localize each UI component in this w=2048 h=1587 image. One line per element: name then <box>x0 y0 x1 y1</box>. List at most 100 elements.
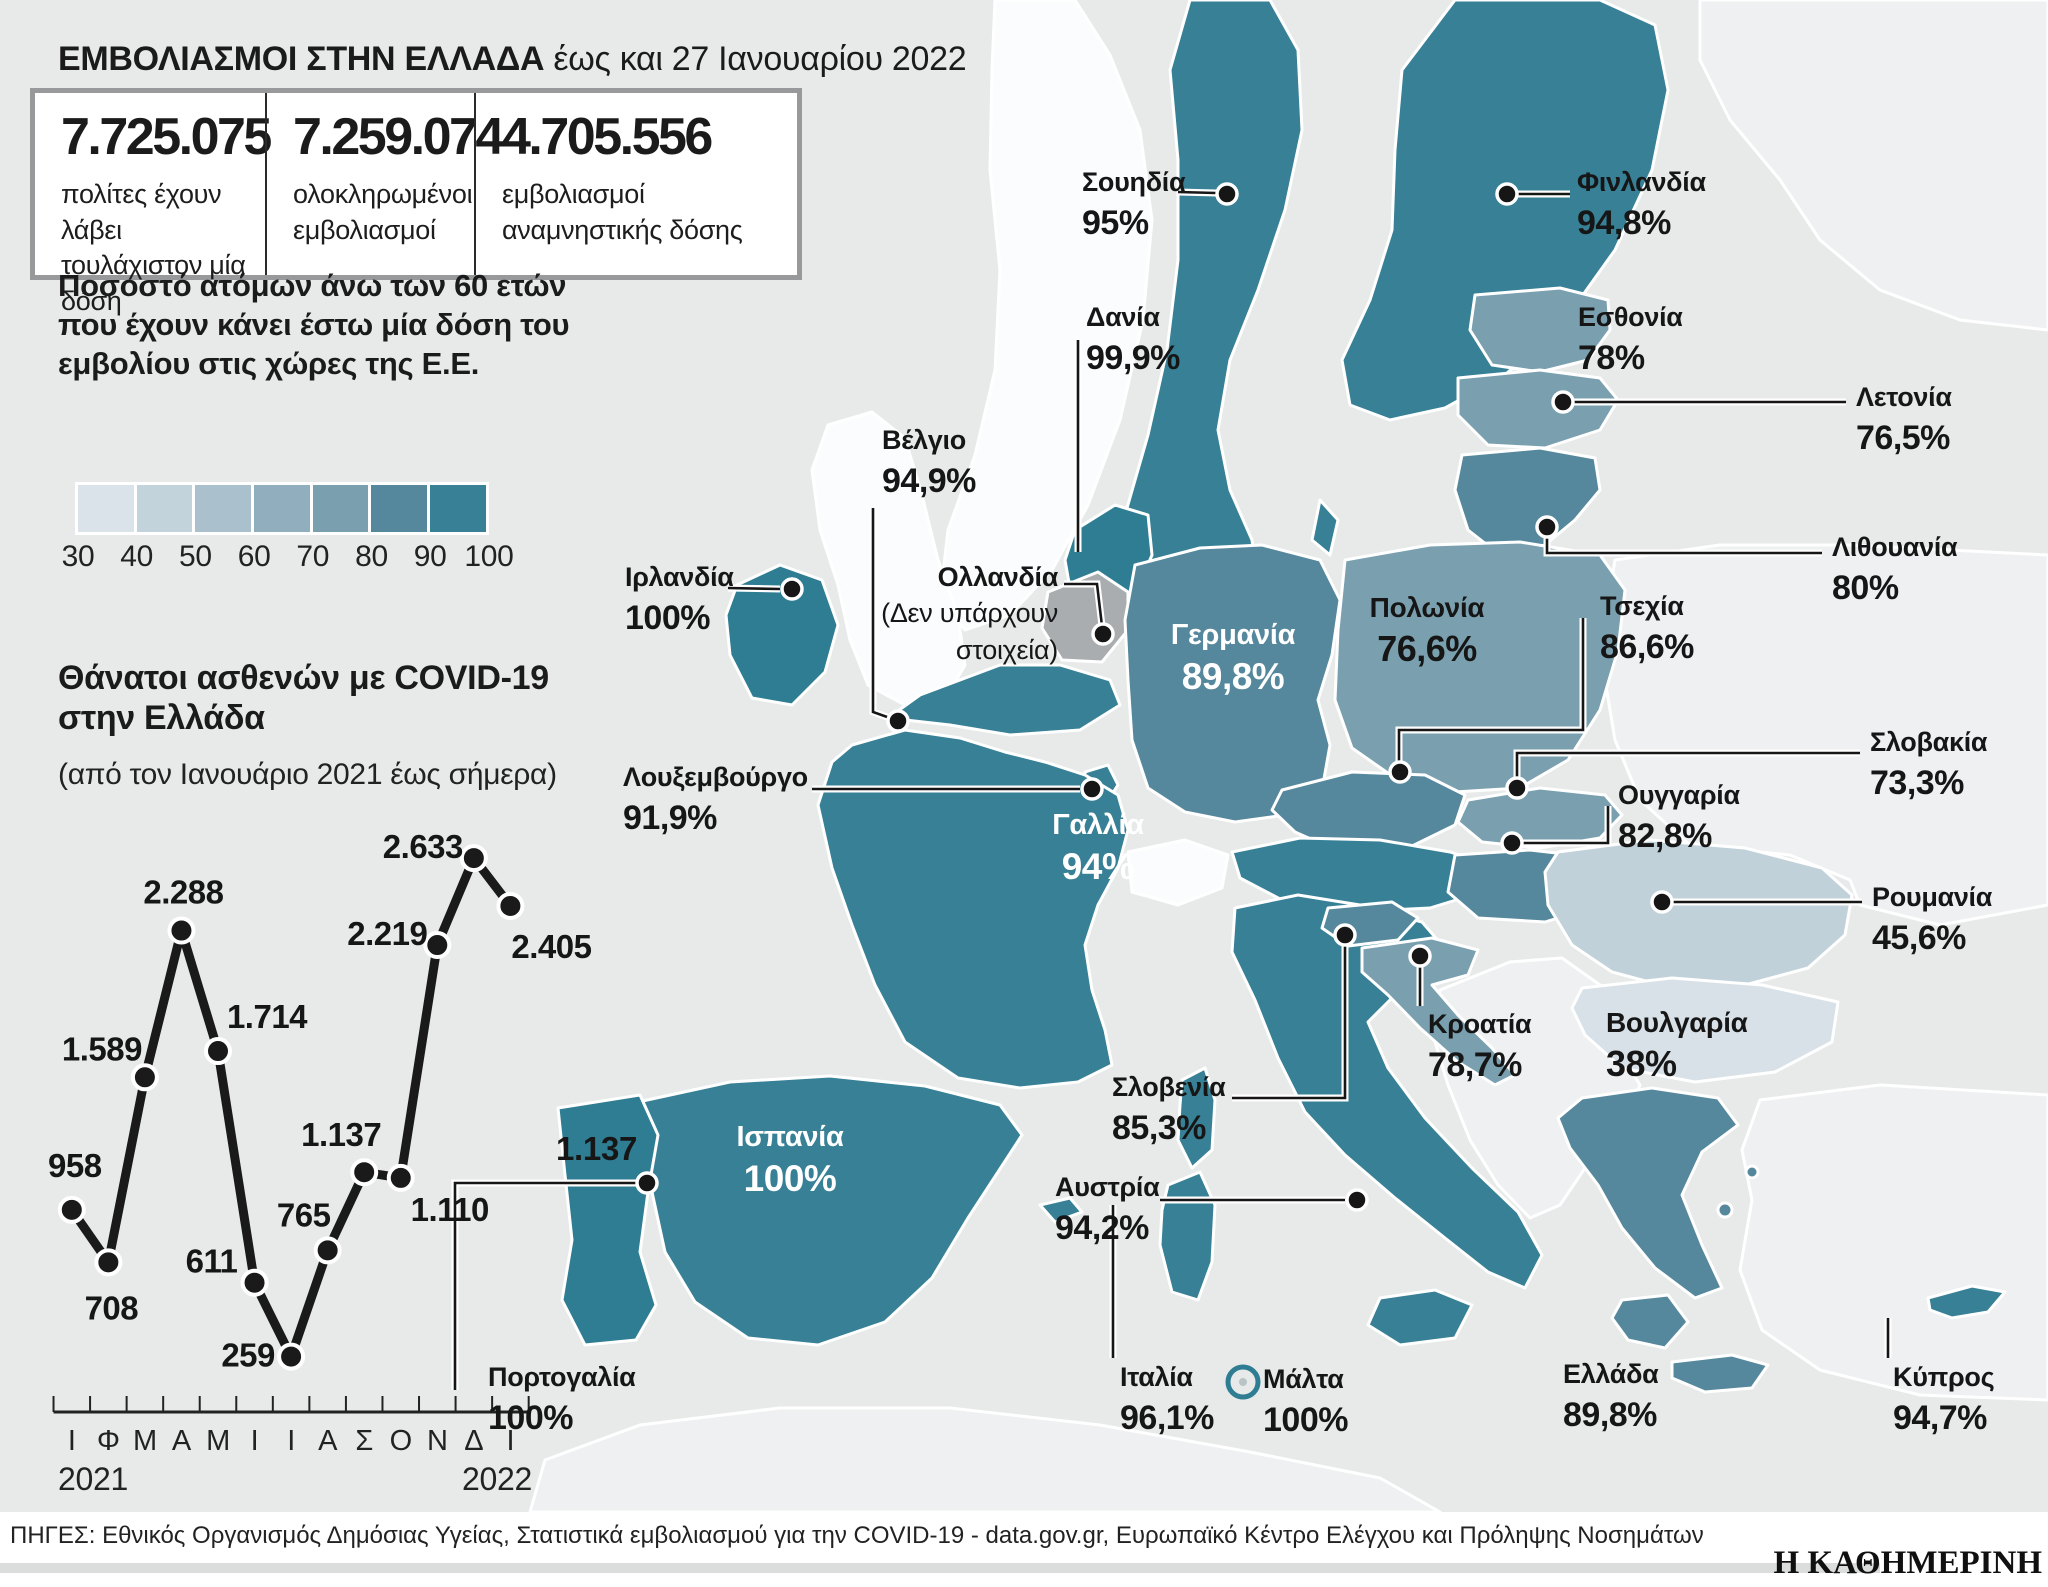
leader-dot-romania <box>1650 890 1674 914</box>
country-value: 99,9% <box>1086 339 1180 378</box>
leader-line-hungary <box>1522 806 1610 845</box>
country-name: Λετονία <box>1856 382 1952 412</box>
country-note: (Δεν υπάρχουν <box>881 598 1058 629</box>
stat-booster: 4.705.556 εμβολιασμοί αναμνηστικής δόσης <box>474 93 786 275</box>
country-label-czechia: Τσεχία 86,6% <box>1600 592 1694 666</box>
country-label-austria: Αυστρία 94,2% <box>1055 1173 1160 1248</box>
title-bold: ΕΜΒΟΛΙΑΣΜΟΙ ΣΤΗΝ ΕΛΛΑΔΑ <box>58 40 545 78</box>
island-corsica <box>1176 1066 1217 1170</box>
data-point-Ι-5 <box>240 1268 269 1297</box>
country-name: Γαλλία <box>1052 809 1144 841</box>
leader-casing-netherlands <box>1064 580 1106 627</box>
leader-dot-austria <box>1345 1188 1369 1212</box>
leader-line-netherlands <box>1064 582 1104 627</box>
country-value: 78,7% <box>1428 1046 1522 1085</box>
country-label-cyprus: Κύπρος 94,7% <box>1893 1362 1995 1438</box>
country-value: 100% <box>1263 1401 1348 1440</box>
stat-label: ολοκληρωμένοι εμβολιασμοί <box>293 179 473 245</box>
stat-label: εμβολιασμοί αναμνηστικής δόσης <box>502 179 743 245</box>
country-spain <box>626 1074 1024 1347</box>
page-title: ΕΜΒΟΛΙΑΣΜΟΙ ΣΤΗΝ ΕΛΛΑΔΑ έως και 27 Ιανου… <box>58 40 967 79</box>
country-lithuania <box>1453 446 1602 557</box>
country-label-bulgaria: Βουλγαρία 38% <box>1606 1008 1748 1083</box>
leader-line-czechia <box>1397 618 1585 762</box>
country-name: Γερμανία <box>1170 619 1296 651</box>
value-label-9: 1.110 <box>411 1191 489 1228</box>
leader-dot-luxembourg <box>1080 777 1104 801</box>
chart-title-line1: Θάνατοι ασθενών με COVID-19 <box>58 659 549 697</box>
country-label-ireland: Ιρλανδία 100% <box>625 563 734 637</box>
legend-tick-90: 90 <box>413 540 447 573</box>
island-balearics <box>1038 1196 1084 1224</box>
data-point-Φ-1 <box>94 1248 123 1277</box>
legend-tick-60: 60 <box>237 540 271 573</box>
country-romania <box>1543 838 1854 990</box>
leader-lines <box>451 182 1892 1390</box>
country-name: Εσθονία <box>1578 302 1683 332</box>
value-label-4: 1.714 <box>227 998 308 1035</box>
legend-swatch-5 <box>312 485 369 532</box>
value-label-8: 1.137 <box>301 1116 381 1153</box>
country-value: 86,6% <box>1600 628 1694 667</box>
leader-dot-sweden <box>1215 182 1239 206</box>
leader-casing-hungary <box>1522 806 1612 847</box>
month-label-6: Ι <box>287 1425 295 1457</box>
country-label-germany: Γερμανία 89,8% <box>1170 619 1296 697</box>
country-label-netherlands: Ολλανδία (Δεν υπάρχουν στοιχεία) <box>881 563 1058 664</box>
country-ireland <box>724 563 840 707</box>
country-name: Μάλτα <box>1263 1364 1344 1394</box>
country-value: 73,3% <box>1870 764 1964 803</box>
data-point-Ι-6 <box>277 1342 306 1371</box>
country-name: Σλοβενία <box>1112 1072 1226 1102</box>
country-value: 94,7% <box>1893 1399 1987 1438</box>
country-label-italy: Ιταλία 96,1% <box>1120 1363 1214 1437</box>
legend-swatch-3 <box>195 485 252 532</box>
month-label-5: Ι <box>251 1425 259 1457</box>
chart-title-line2: στην Ελλάδα <box>58 699 265 738</box>
chart-title: Θάνατοι ασθενών με COVID-19 στην Ελλάδα <box>58 658 549 738</box>
leader-line-lithuania <box>1545 538 1822 555</box>
leader-dot-slovakia <box>1505 776 1529 800</box>
coast-africa <box>528 1406 1442 1514</box>
leader-dot-croatia <box>1408 944 1432 968</box>
stat-value: 7.725.075 <box>61 108 272 166</box>
month-label-10: Ν <box>427 1425 448 1457</box>
island-crete <box>1670 1353 1770 1394</box>
legend-title: Ποσοστό ατόμων άνω των 60 ετών που έχουν… <box>58 268 570 382</box>
country-name: Κύπρος <box>1893 1362 1995 1392</box>
country-name: Λουξεμβούργο <box>623 762 808 792</box>
country-label-lithuania: Λιθουανία 80% <box>1832 532 1958 608</box>
month-label-11: Δ <box>464 1425 483 1457</box>
data-point-Ι-12 <box>496 891 525 920</box>
country-name: Δανία <box>1086 302 1160 332</box>
country-name: Κροατία <box>1428 1009 1532 1039</box>
leader-line-belgium <box>871 508 891 720</box>
country-label-poland: Πολωνία 76,6% <box>1370 593 1485 668</box>
country-note: στοιχεία) <box>955 634 1058 665</box>
leader-dot-hungary <box>1500 831 1524 855</box>
sources-text: ΠΗΓΕΣ: Εθνικός Οργανισμός Δημόσιας Υγεία… <box>10 1522 1704 1549</box>
country-value: 82,8% <box>1618 817 1712 856</box>
country-croatia <box>1360 936 1517 1087</box>
country-value: 80% <box>1832 569 1899 608</box>
country-value: 94,2% <box>1055 1209 1149 1248</box>
month-label-2: Μ <box>133 1425 157 1457</box>
country-name: Πορτογαλία <box>488 1362 636 1392</box>
leader-dot-portugal <box>635 1171 659 1195</box>
island-sardinia <box>1158 1170 1217 1302</box>
kathimerini-logo: Η ΚΑΘΗΜΕΡΙΝΗ <box>1773 1545 2043 1581</box>
country-greece <box>1556 1086 1740 1300</box>
leader-dot-belgium <box>886 709 910 733</box>
leader-dot-finland <box>1495 182 1519 206</box>
leader-line-sweden <box>1177 190 1217 195</box>
leader-dot-lithuania <box>1535 515 1559 539</box>
stat-label: πολίτες έχουν λάβει τουλάχιστον μία δόση <box>61 179 246 316</box>
value-label-7: 765 <box>277 1196 331 1233</box>
country-name: Ουγγαρία <box>1618 780 1740 810</box>
leader-casing-slovenia <box>1232 946 1349 1102</box>
value-label-3: 2.288 <box>143 874 223 911</box>
country-name: Λιθουανία <box>1832 532 1958 562</box>
data-point-Σ-8 <box>350 1158 379 1187</box>
